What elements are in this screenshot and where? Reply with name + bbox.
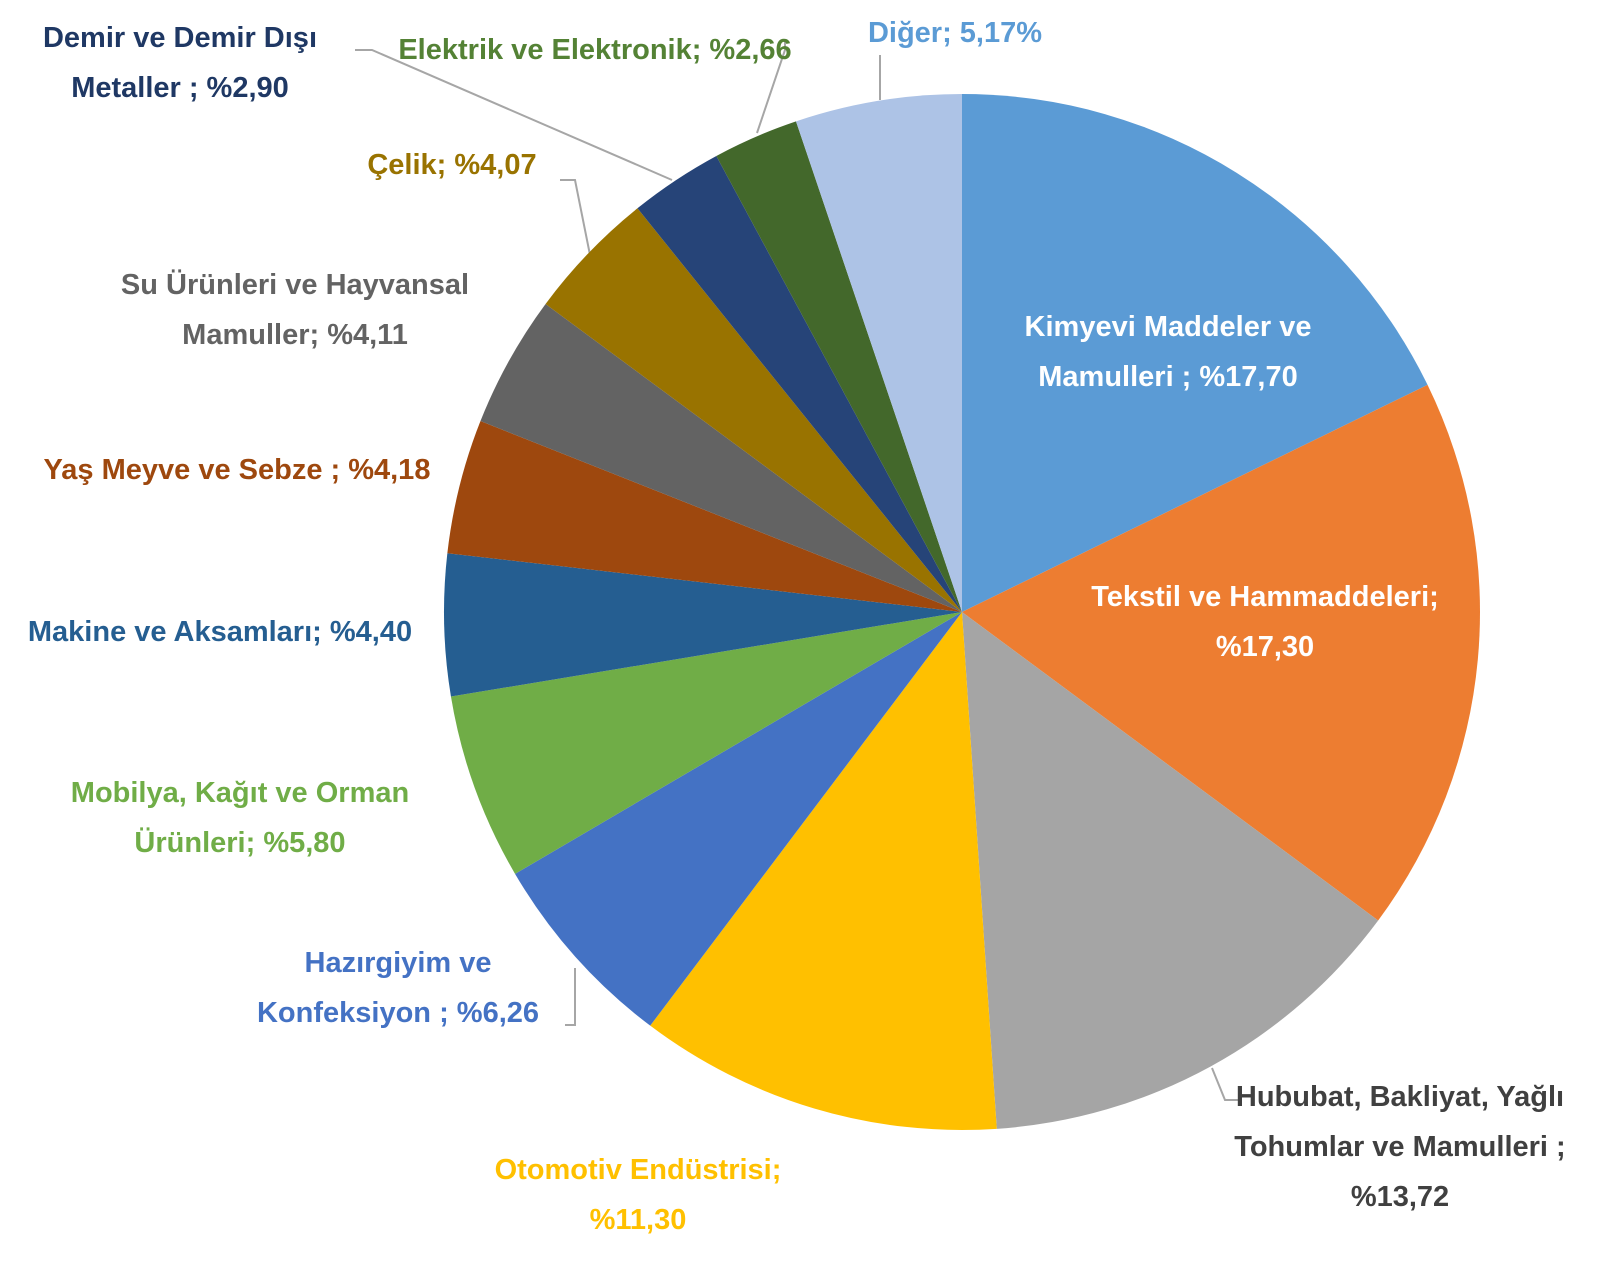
pie-slice bbox=[962, 94, 1428, 612]
pie-slice bbox=[447, 421, 962, 612]
data-label: Diğer; 5,17% bbox=[867, 17, 1043, 49]
data-label: Kimyevi Maddeler ve Mamulleri ; %17,70 bbox=[1024, 311, 1312, 393]
leader-line bbox=[756, 40, 786, 134]
data-label: Makine ve Aksamları; %4,40 bbox=[27, 616, 413, 648]
leader-line bbox=[565, 968, 576, 1026]
data-label: Demir ve Demir Dışı Metaller ; %2,90 bbox=[42, 22, 317, 104]
pie-slice bbox=[962, 384, 1480, 921]
pie-slice bbox=[716, 121, 962, 612]
pie-slice bbox=[444, 553, 962, 697]
data-label: Hazırgiyim ve Konfeksiyon ; %6,26 bbox=[256, 947, 540, 1029]
pie-slice bbox=[515, 612, 962, 1026]
pie-slice bbox=[650, 612, 997, 1131]
pie-slice bbox=[637, 155, 962, 612]
leader-line bbox=[1211, 1067, 1240, 1101]
leader-line bbox=[355, 49, 673, 181]
data-label: Hububat, Bakliyat, Yağlı Tohumlar ve Mam… bbox=[1234, 1081, 1566, 1213]
pie-slice bbox=[795, 94, 962, 612]
data-label: Tekstil ve Hammaddeleri; %17,30 bbox=[1091, 581, 1439, 663]
data-label: Su Ürünleri ve Hayvansal Mamuller; %4,11 bbox=[120, 269, 470, 351]
pie-slice bbox=[545, 208, 962, 613]
leader-line bbox=[560, 179, 591, 256]
pie-slice bbox=[480, 303, 962, 612]
data-label: Yaş Meyve ve Sebze ; %4,18 bbox=[43, 454, 431, 486]
data-label: Çelik; %4,07 bbox=[367, 149, 537, 181]
data-label: Elektrik ve Elektronik; %2,66 bbox=[398, 34, 792, 66]
pie-slice bbox=[962, 612, 1379, 1129]
leader-lines bbox=[355, 40, 1240, 1101]
data-label: Mobilya, Kağıt ve Orman Ürünleri; %5,80 bbox=[70, 777, 410, 859]
pie-slice bbox=[450, 612, 962, 874]
data-label: Otomotiv Endüstrisi; %11,30 bbox=[494, 1154, 782, 1236]
